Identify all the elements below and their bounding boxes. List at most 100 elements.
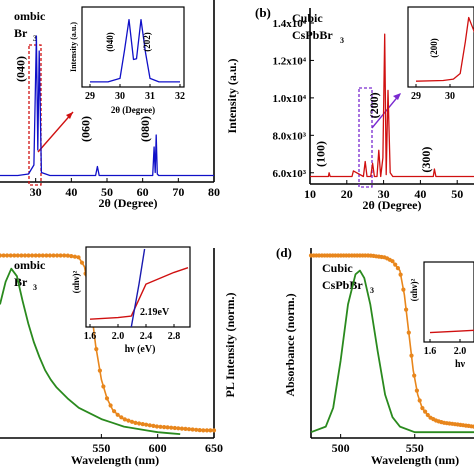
- panel-b-x-tick-label: 50: [451, 187, 463, 201]
- panel-c-absorbance-marker: [179, 426, 184, 431]
- panel-b-inset: 29 30 (200): [407, 6, 474, 102]
- panel-b-inset-series: [415, 16, 474, 82]
- panel-c-absorbance-marker: [97, 368, 102, 373]
- panel-c-inset-x-tick-label: 2.0: [112, 331, 125, 342]
- panel-c-formula-subscript: 3: [33, 283, 37, 292]
- panel-c: ombic Br 3 550 600 650 Wavelength (nm) PL …: [0, 246, 237, 467]
- panel-a-material-text: ombic: [14, 9, 46, 23]
- panel-a-plot-area: [0, 35, 214, 177]
- panel-c-absorbance-marker: [12, 253, 17, 258]
- panel-c-absorbance-marker: [151, 423, 156, 428]
- panel-c-absorbance-marker: [8, 253, 13, 258]
- panel-c-absorbance-marker: [101, 384, 106, 389]
- panel-b-pointer-arrowhead: [393, 93, 401, 100]
- panel-c-absorbance-marker: [169, 425, 174, 430]
- panel-d-absorbance-marker: [390, 259, 395, 264]
- panel-b-y-ticks: 6.0x10³ 8.0x10³ 1.0x10⁴ 1.2x10⁴ 1.4x10⁴: [272, 18, 314, 180]
- panel-b-formula-text: CsPbBr: [292, 28, 333, 42]
- panel-a-peak-label: (060): [79, 116, 93, 142]
- panel-d-inset-series-0: [429, 329, 474, 334]
- panel-c-absorbance-marker: [162, 425, 167, 430]
- panel-c-absorbance-marker: [122, 417, 127, 422]
- panel-d-inset-x-ticks: 1.6 2.0: [424, 339, 466, 357]
- panel-b-inset-x-tick-label: 30: [445, 91, 455, 102]
- panel-c-absorbance-marker: [204, 428, 209, 433]
- panel-c-material-text: ombic: [14, 258, 46, 272]
- panel-b-formula-subscript: 3: [340, 36, 344, 45]
- panel-c-inset-x-ticks: 1.6 2.0 2.4 2.8: [84, 324, 180, 342]
- panel-a-x-tick-label: 60: [137, 185, 149, 199]
- panel-b-inset-x-ticks: 29 30: [411, 84, 455, 102]
- panel-a-inset-peak-label-040: (040): [105, 32, 115, 52]
- panel-c-absorbance-marker: [104, 396, 110, 401]
- panel-d-inset-frame: [423, 261, 474, 343]
- panel-c-absorbance-marker: [183, 426, 188, 431]
- panel-b-x-tick-label: 10: [304, 187, 316, 201]
- panel-d-absorbance-marker: [409, 353, 414, 358]
- panel-c-inset-x-tick-label: 2.4: [140, 331, 153, 342]
- panel-c-absorbance-marker: [51, 253, 56, 258]
- panel-d-inset-x-tick-label: 1.6: [424, 346, 437, 357]
- panel-a-peak-label: (040): [13, 56, 27, 82]
- panel-a-x-tick-label: 40: [65, 185, 77, 199]
- panel-c-inset-x-label: hν (eV): [125, 344, 156, 355]
- panel-a-inset-x-tick-label: 30: [115, 91, 125, 102]
- panel-c-absorbance-marker: [69, 254, 74, 259]
- panel-d-absorbance-marker: [420, 406, 425, 411]
- panel-c-absorbance-marker: [201, 428, 206, 433]
- panel-b-inset-frame: [407, 6, 474, 88]
- panel-a-formula-subscript: 3: [33, 34, 37, 43]
- panel-b-highlight-box: [358, 87, 373, 188]
- panel-a-inset-x-tick-label: 32: [175, 91, 185, 102]
- panel-d-formula-text: CsPbBr: [322, 278, 363, 292]
- panel-c-absorbance-marker: [194, 427, 199, 432]
- panel-d-absorbance-marker: [423, 409, 428, 414]
- panel-c-absorbance-marker: [5, 253, 10, 258]
- panel-c-absorbance-marker: [129, 419, 135, 424]
- panel-b-inset-peak-label-200: (200): [429, 38, 439, 58]
- panel-d-plot-area: [308, 253, 474, 434]
- panel-c-absorbance-marker: [15, 253, 20, 258]
- panel-b-y-tick-label: 1.2x10⁴: [272, 55, 306, 67]
- panel-b-material-text: Cubic: [292, 11, 323, 25]
- panel-c-absorbance-marker: [55, 253, 60, 258]
- panel-b-label: (b): [255, 5, 271, 20]
- panel-b-plot-area: [310, 33, 474, 178]
- panel-a-inset-x-tick-label: 29: [85, 91, 95, 102]
- panel-a-x-tick-label: 50: [101, 185, 113, 199]
- panel-c-x-axis-label: Wavelength (nm): [71, 453, 159, 467]
- panel-c-inset: (αhν)² 1.6 2.0 2.4 2.8 hν (eV) 2.19eV: [71, 246, 191, 355]
- panel-c-absorbance-marker: [154, 424, 159, 429]
- panel-d-formula-subscript: 3: [370, 286, 374, 295]
- panel-c-absorbance-marker: [108, 403, 113, 408]
- panel-c-x-ticks: 550 600 650: [92, 434, 223, 455]
- panel-a-x-ticks: 30 40 50 60 70 80: [30, 178, 220, 199]
- panel-b: (b) Cubic CsPbBr 3 Intensity (a.u.) 6.0x…: [225, 5, 474, 212]
- panel-b-x-tick-label: 30: [378, 187, 390, 201]
- panel-c-absorbance-marker: [40, 253, 45, 258]
- panel-a-inset-frame: [81, 6, 185, 88]
- panel-c-x-tick-label: 650: [205, 441, 223, 455]
- panel-c-absorbance-marker: [133, 420, 138, 425]
- panel-d-x-ticks: 500 550: [332, 434, 424, 455]
- panel-b-inset-plot: [415, 16, 474, 82]
- panel-d-pl-series: [310, 269, 474, 434]
- panel-c-absorbance-marker: [72, 254, 77, 259]
- panel-c-absorbance-marker: [137, 421, 142, 426]
- panel-b-x-tick-label: 20: [341, 187, 353, 201]
- panel-c-absorbance-marker: [190, 427, 195, 432]
- panel-d-absorbance-marker: [471, 424, 474, 429]
- panel-d-x-axis-label: Wavelength (nm): [371, 453, 459, 467]
- panel-c-absorbance-marker: [186, 427, 192, 432]
- panel-a-x-tick-label: 30: [30, 185, 42, 199]
- panel-b-peak-label: (200): [367, 92, 381, 118]
- panel-c-inset-y-label: (αhν)²: [71, 270, 81, 293]
- panel-c-inset-bandgap-annotation: 2.19eV: [140, 307, 170, 318]
- panel-c-absorbance-marker: [22, 253, 28, 258]
- panel-c-absorbance-marker: [208, 428, 213, 433]
- panel-c-absorbance-marker: [44, 253, 49, 258]
- panel-d-absorbance-marker: [401, 287, 406, 292]
- panel-d: (d) Cubic CsPbBr 3 Absorbance (norm.) 50…: [276, 245, 474, 467]
- panel-d-absorbance-marker: [398, 272, 403, 277]
- panel-d-material-text: Cubic: [322, 261, 353, 275]
